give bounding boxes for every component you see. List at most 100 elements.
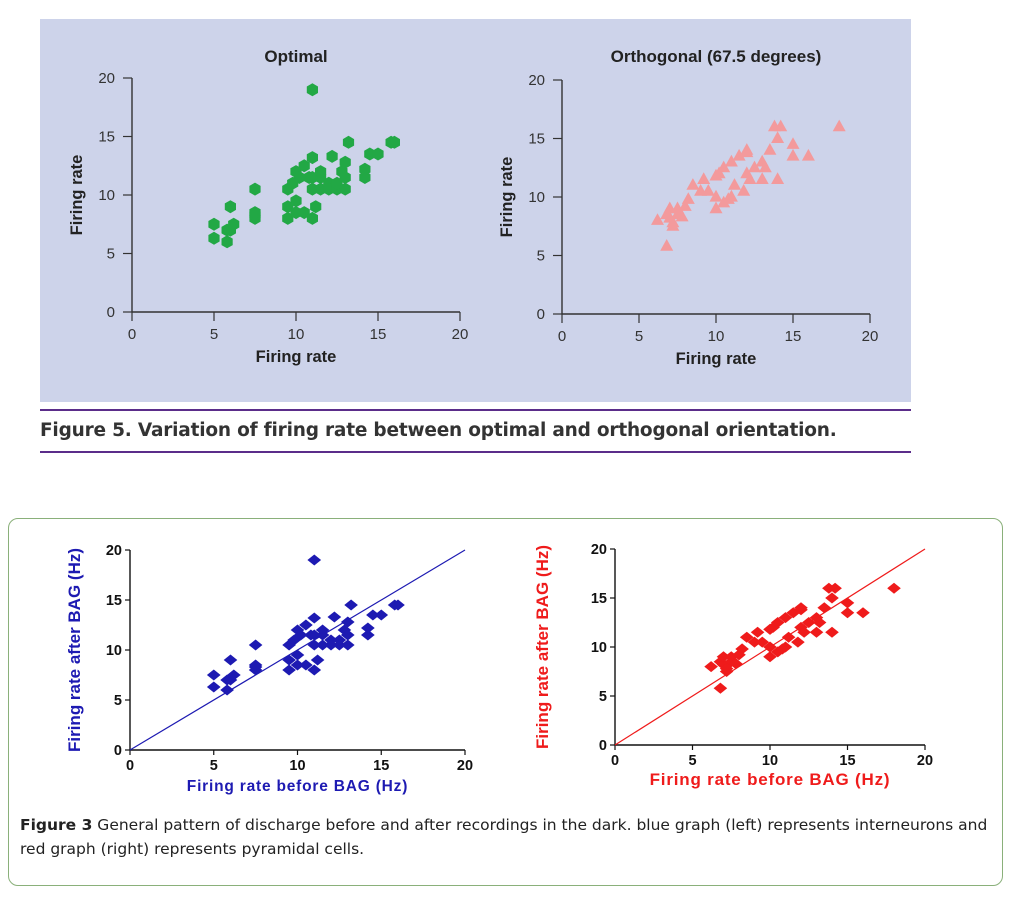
interneurons-scatter-chart: 0 5 10 15 20 0 5 10 15 20 Firing rate before BAG (… [65, 543, 473, 795]
data-point [332, 634, 347, 646]
chart-title: Optimal [264, 47, 327, 66]
y-tick-label: 5 [107, 246, 115, 263]
data-point [307, 664, 322, 676]
data-point [282, 654, 296, 666]
data-point [220, 684, 234, 696]
data-point [282, 664, 296, 676]
data-point [809, 626, 824, 638]
data-point [221, 235, 233, 249]
data-point [306, 83, 318, 97]
figure5-caption: Figure 5. Variation of firing rate betwe… [40, 420, 837, 441]
data-point [771, 172, 785, 184]
data-point [735, 643, 749, 655]
data-point [801, 148, 815, 161]
x-tick-label: 0 [558, 328, 566, 345]
data-point [729, 658, 743, 670]
data-point [697, 172, 711, 184]
data-point [294, 629, 308, 641]
data-point [228, 217, 240, 231]
data-point [340, 616, 355, 628]
data-point [739, 631, 754, 643]
data-point [224, 200, 236, 214]
data-point [310, 200, 322, 214]
data-point [290, 659, 305, 671]
data-point [315, 639, 330, 651]
data-point [732, 148, 746, 161]
data-point [299, 659, 313, 671]
x-axis-label: Firing rate [676, 350, 757, 368]
data-point [709, 189, 723, 202]
data-point [327, 611, 342, 623]
y-tick-label: 10 [106, 643, 122, 659]
y-axis-label: Firing rate [68, 155, 86, 236]
optimal-scatter-chart: Optimal 0 5 10 15 20 0 5 10 15 20 Firing rate Firing… [68, 47, 468, 366]
data-point [342, 135, 355, 149]
data-point [791, 636, 805, 648]
data-point [339, 155, 351, 169]
x-tick-label: 5 [635, 328, 643, 345]
y-tick-label: 0 [537, 306, 545, 323]
data-point [339, 171, 351, 184]
figure5-panel [40, 19, 911, 402]
y-tick-label: 10 [98, 187, 115, 204]
data-point [755, 636, 770, 648]
data-point [840, 607, 855, 619]
figure3-frame [8, 518, 1003, 886]
data-point [344, 599, 358, 611]
y-tick-label: 0 [107, 304, 115, 321]
figure3-caption-text: General pattern of discharge before and … [20, 816, 988, 858]
y-axis-label: Firing rate [498, 157, 516, 238]
data-point [359, 162, 371, 176]
data-point [701, 184, 715, 196]
data-point [372, 147, 384, 161]
data-point [758, 160, 772, 173]
data-point [825, 592, 839, 604]
data-point [306, 151, 318, 165]
y-tick-label: 5 [599, 689, 607, 705]
data-point [812, 617, 827, 628]
y-axis-label: Firing rate after BAG (Hz) [65, 548, 84, 752]
x-tick-label: 0 [128, 326, 136, 343]
x-tick-label: 10 [289, 758, 305, 774]
y-tick-label: 20 [591, 542, 607, 558]
x-tick-label: 5 [210, 326, 218, 343]
x-tick-label: 20 [862, 328, 879, 345]
data-point [366, 609, 380, 621]
x-tick-label: 15 [373, 758, 389, 774]
data-point [206, 669, 221, 681]
data-point [856, 607, 870, 619]
y-tick-label: 15 [528, 131, 545, 148]
data-point [719, 663, 734, 675]
y-tick-label: 10 [591, 640, 607, 656]
data-point [361, 622, 375, 634]
x-tick-label: 0 [611, 753, 619, 769]
data-point [248, 639, 263, 651]
data-point [709, 201, 723, 214]
data-point [740, 145, 754, 158]
x-axis-label: Firing rate before BAG (Hz) [187, 778, 408, 795]
data-point [249, 182, 261, 196]
data-point [299, 619, 313, 631]
figure5-top-rule [40, 409, 911, 411]
data-point [724, 154, 738, 167]
y-tick-label: 15 [106, 593, 122, 609]
data-point [840, 597, 855, 609]
data-point [315, 624, 330, 636]
data-point [388, 135, 400, 149]
x-tick-label: 15 [785, 328, 802, 345]
data-point [227, 669, 241, 681]
data-point [290, 649, 305, 661]
data-point [675, 209, 689, 222]
data-point [801, 617, 816, 628]
data-point [249, 206, 261, 220]
data-point [208, 217, 220, 231]
y-tick-label: 0 [114, 743, 122, 759]
data-point [748, 160, 761, 173]
data-point [721, 192, 735, 204]
y-tick-label: 20 [106, 543, 122, 559]
data-point [887, 582, 901, 594]
pyramidal-scatter-chart: 0 5 10 15 20 0 5 10 15 20 Firing rate before BAG (… [533, 542, 933, 789]
data-point [208, 231, 220, 245]
data-point [770, 617, 785, 628]
x-tick-label: 5 [210, 758, 218, 774]
